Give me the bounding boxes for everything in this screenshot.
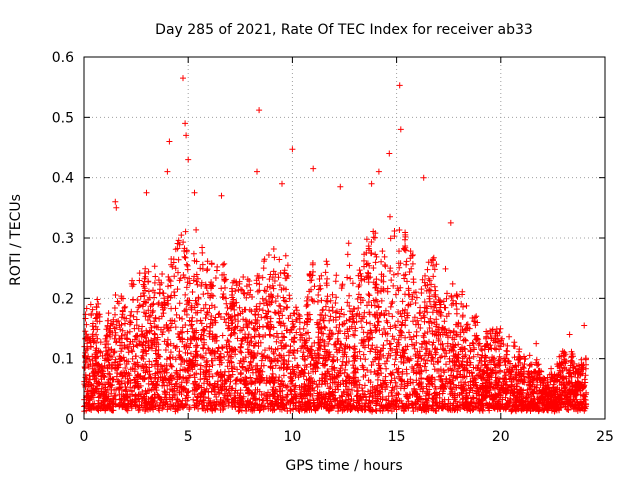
y-tick-label: 0.6 — [52, 50, 74, 66]
x-axis-label: GPS time / hours — [285, 458, 402, 474]
axis-ticks: 0 0.1 0.2 0.3 0.4 0.5 0.6 0 5 10 15 20 25 — [52, 50, 614, 445]
y-tick-label: 0 — [65, 412, 74, 428]
y-tick-label: 0.2 — [52, 291, 74, 307]
scatter-point-markers — [81, 75, 590, 415]
y-tick-label: 0.3 — [52, 231, 74, 247]
x-tick-label: 25 — [596, 429, 614, 445]
plot-frame — [83, 56, 606, 420]
grid-lines — [84, 57, 605, 419]
x-tick-label: 20 — [492, 429, 510, 445]
y-tick-label: 0.4 — [52, 171, 74, 187]
y-axis-label: ROTI / TECUs — [8, 194, 24, 286]
x-tick-label: 15 — [388, 429, 406, 445]
x-tick-label: 0 — [80, 429, 89, 445]
x-tick-label: 10 — [283, 429, 301, 445]
y-tick-label: 0.5 — [52, 110, 74, 126]
y-tick-label: 0.1 — [52, 352, 74, 368]
chart-title: Day 285 of 2021, Rate Of TEC Index for r… — [155, 22, 533, 38]
x-tick-label: 5 — [184, 429, 193, 445]
data-points — [81, 75, 590, 415]
